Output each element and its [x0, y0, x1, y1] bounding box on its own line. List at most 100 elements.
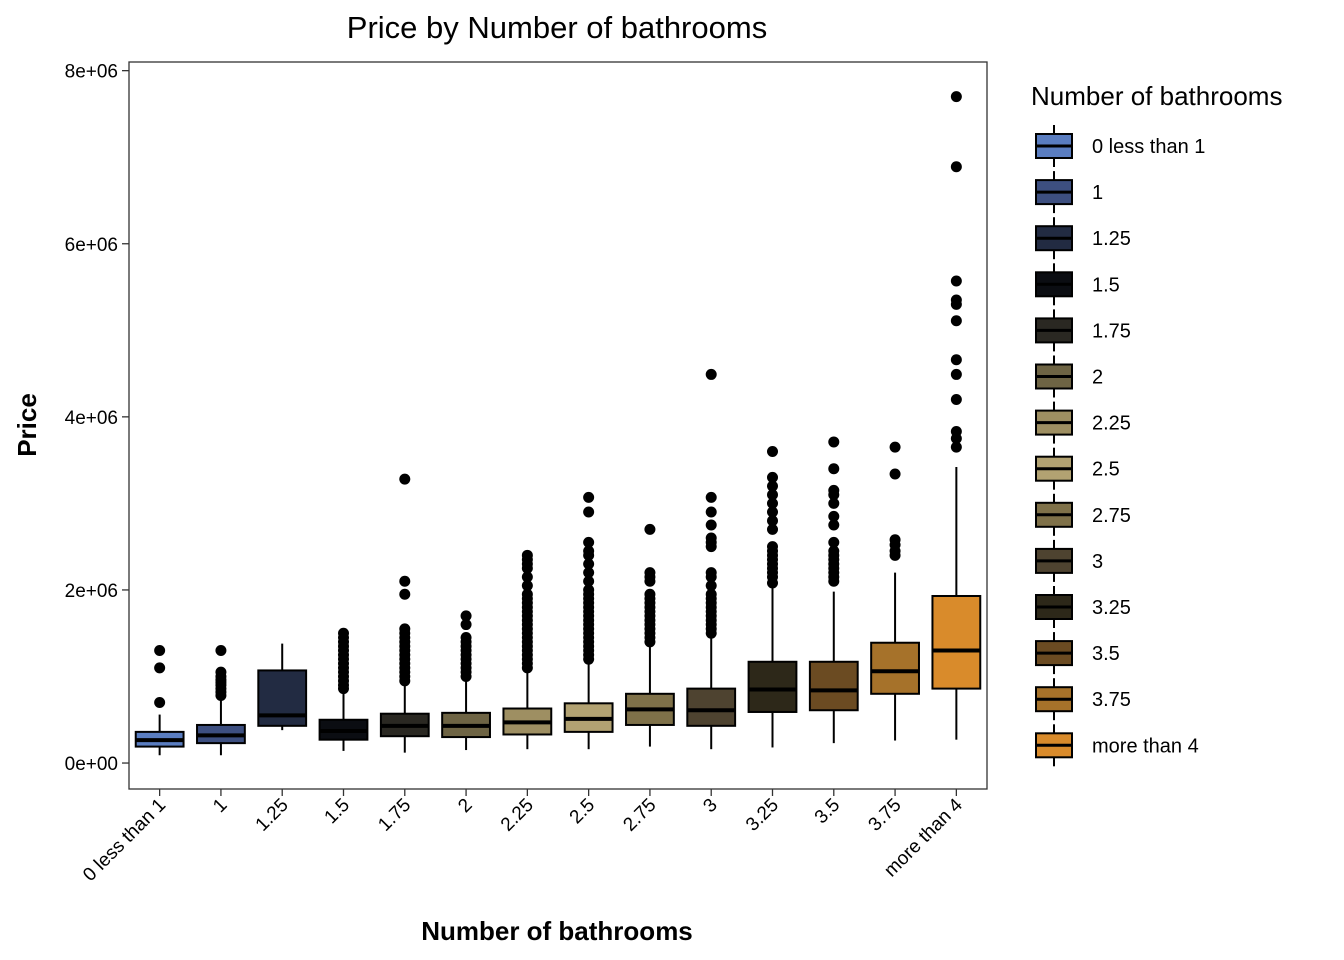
x-tick-label: 3 [699, 795, 721, 817]
legend-item: 2.75 [1035, 493, 1131, 536]
legend-item: 2 [1035, 355, 1103, 398]
box-7 [563, 491, 614, 750]
outlier-point [950, 426, 962, 438]
box-4 [379, 473, 430, 753]
outlier-point [767, 515, 778, 527]
outlier-point [705, 491, 717, 503]
outlier-point [705, 519, 717, 531]
outlier-point [889, 441, 901, 453]
x-tick-label: 3.5 [811, 795, 845, 829]
chart-title: Price by Number of bathrooms [347, 10, 767, 45]
box-5 [441, 610, 491, 751]
x-tick-label: 1 [209, 795, 231, 817]
box-body [808, 660, 859, 712]
legend-item: 2.25 [1035, 401, 1131, 444]
x-tick-label: 3.75 [865, 795, 906, 836]
outlier-point [521, 580, 533, 592]
outlier-point [460, 610, 472, 622]
y-tick-label: 6e+06 [65, 235, 118, 256]
box-11 [808, 436, 859, 744]
legend-label: 2.75 [1092, 505, 1131, 527]
outlier-point [828, 545, 840, 557]
x-axis: 0 less than 1 1 1.25 1.5 1.75 2 2.25 2.5 2.75 3 3.… [79, 789, 967, 886]
y-axis: 0e+00 2e+06 4e+06 6e+06 8e+06 [65, 62, 129, 775]
outlier-point [644, 567, 656, 579]
legend-title: Number of bathrooms [1031, 81, 1282, 111]
outlier-point [767, 506, 778, 518]
outlier-point [460, 619, 472, 631]
x-tick-label: 2 [454, 795, 476, 817]
outlier-point [767, 497, 778, 509]
legend-item: 1.75 [1035, 309, 1131, 352]
legend-item: 3.5 [1035, 632, 1120, 675]
x-tick-label: 1.5 [321, 795, 355, 829]
box-8 [625, 523, 675, 747]
outlier-point [705, 588, 717, 600]
legend-label: 1.25 [1092, 228, 1131, 250]
x-tick-label: 3.25 [742, 795, 783, 836]
outlier-point [154, 662, 166, 674]
outlier-point [521, 588, 533, 600]
box-body [686, 687, 737, 727]
outlier-point [154, 645, 166, 657]
outlier-point [889, 534, 901, 546]
outlier-point [583, 491, 595, 503]
box-1 [196, 645, 246, 756]
legend-item: 1.5 [1035, 263, 1120, 306]
box-body [870, 641, 920, 695]
outlier-point [828, 519, 840, 531]
outlier-point [705, 580, 717, 592]
legend-label: 1.5 [1092, 274, 1120, 296]
x-tick-label: 1.25 [252, 795, 293, 836]
legend-label: 1 [1092, 182, 1103, 204]
outlier-point [828, 463, 840, 475]
outlier-point [705, 532, 717, 544]
legend-label: 0 less than 1 [1092, 136, 1205, 158]
outlier-point [767, 541, 778, 553]
legend-item: 1.25 [1035, 217, 1131, 260]
outlier-point [705, 368, 717, 380]
outlier-point [950, 394, 962, 406]
legend-item: 0 less than 1 [1035, 125, 1205, 167]
outlier-point [828, 484, 840, 496]
outlier-point [583, 536, 595, 548]
box-2 [257, 643, 308, 731]
outlier-point [399, 623, 411, 635]
outlier-point [583, 567, 595, 579]
outlier-point [583, 558, 595, 570]
outlier-point [399, 473, 411, 485]
outlier-point [154, 696, 166, 708]
outlier-point [950, 294, 962, 306]
box-9 [686, 368, 737, 750]
y-tick-label: 2e+06 [65, 581, 118, 602]
y-axis-title: Price [12, 393, 42, 457]
box-3 [318, 627, 369, 751]
box-10 [747, 445, 798, 748]
outlier-point [460, 632, 472, 644]
outlier-point [950, 354, 962, 366]
outlier-point [215, 666, 227, 678]
x-tick-label: 2.75 [619, 795, 660, 836]
outlier-point [828, 536, 840, 548]
outlier-point [521, 549, 533, 561]
outlier-point [828, 436, 840, 448]
outlier-point [644, 523, 656, 535]
outlier-point [399, 575, 411, 587]
outlier-point [950, 161, 962, 173]
box-6 [502, 549, 553, 750]
outlier-point [399, 588, 411, 600]
legend-label: 2.5 [1092, 459, 1120, 481]
box-body [257, 669, 308, 727]
legend-item: more than 4 [1035, 724, 1199, 767]
x-tick-label: 0 less than 1 [79, 795, 170, 886]
legend-label: 3.75 [1092, 689, 1131, 711]
boxes [134, 91, 982, 756]
x-tick-label: 2.5 [566, 795, 600, 829]
legend-label: more than 4 [1092, 735, 1199, 757]
legend-label: 2 [1092, 367, 1103, 389]
outlier-point [950, 368, 962, 380]
x-tick-label: 1.75 [374, 795, 415, 836]
outlier-point [767, 471, 778, 483]
legend-label: 1.75 [1092, 320, 1131, 342]
